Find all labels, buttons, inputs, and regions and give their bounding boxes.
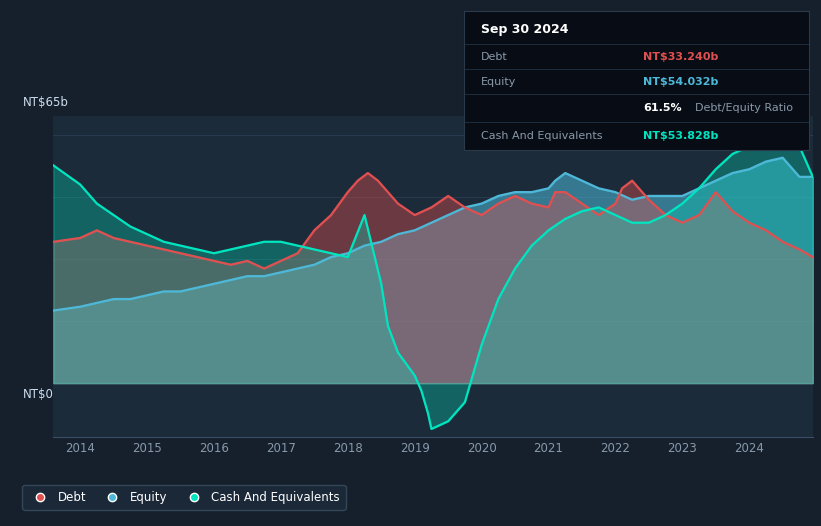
Text: NT$53.828b: NT$53.828b (643, 131, 718, 141)
Text: Debt: Debt (481, 52, 508, 62)
Text: NT$54.032b: NT$54.032b (643, 77, 718, 87)
Text: Sep 30 2024: Sep 30 2024 (481, 23, 569, 36)
Text: Cash And Equivalents: Cash And Equivalents (481, 131, 603, 141)
Text: NT$0: NT$0 (23, 388, 54, 401)
Text: NT$65b: NT$65b (23, 96, 69, 109)
Text: NT$33.240b: NT$33.240b (643, 52, 718, 62)
Legend: Debt, Equity, Cash And Equivalents: Debt, Equity, Cash And Equivalents (22, 485, 346, 510)
Text: 61.5%: 61.5% (643, 103, 681, 113)
Text: Debt/Equity Ratio: Debt/Equity Ratio (695, 103, 793, 113)
Text: Equity: Equity (481, 77, 516, 87)
